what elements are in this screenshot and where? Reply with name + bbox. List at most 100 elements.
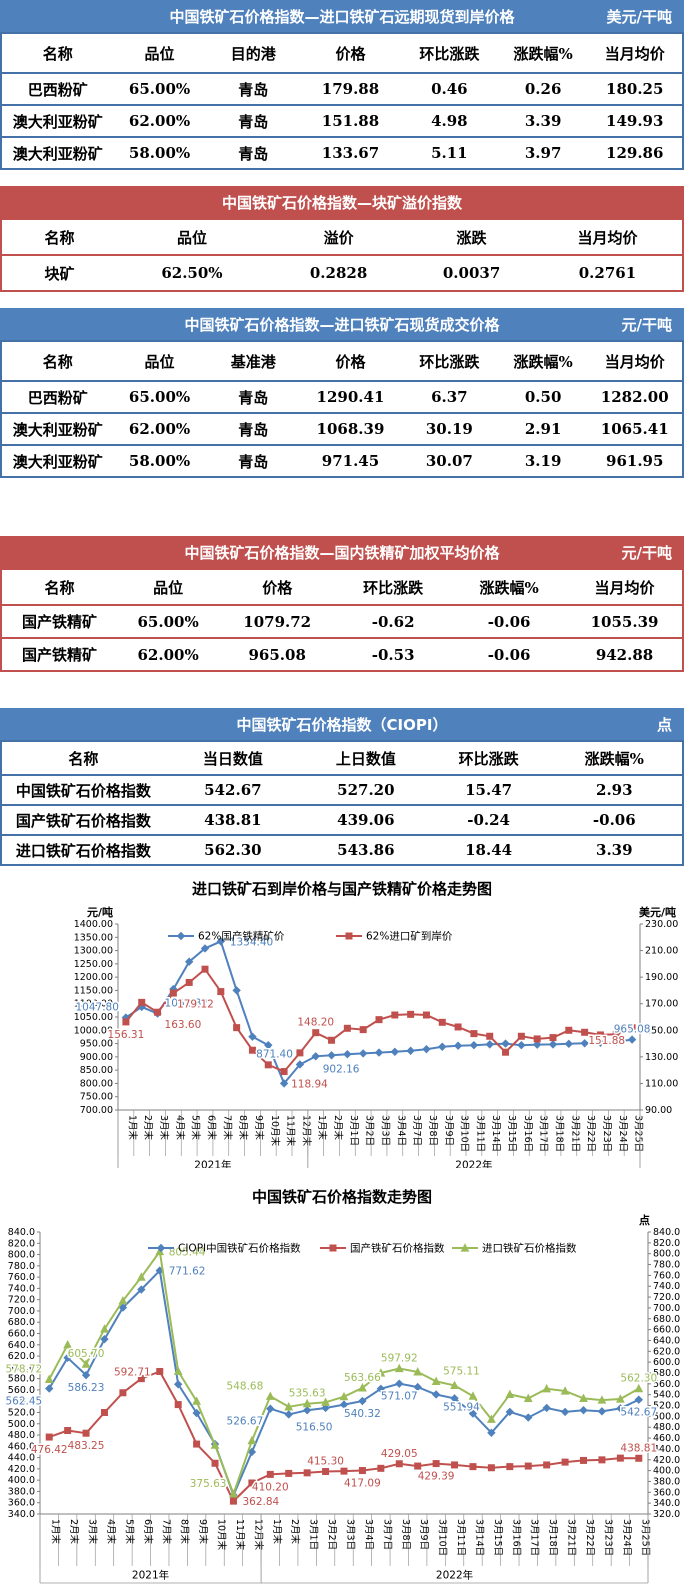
svg-text:9月末: 9月末	[253, 1115, 265, 1141]
table-row: 国产铁矿石价格指数 438.81 439.06 -0.24 -0.06	[1, 805, 683, 835]
svg-text:11月末: 11月末	[234, 1519, 246, 1551]
svg-text:3月24日: 3月24日	[621, 1519, 632, 1556]
table-cell: 149.93	[606, 112, 664, 130]
svg-text:640.0: 640.0	[8, 1340, 35, 1351]
svg-text:3月1日: 3月1日	[308, 1519, 319, 1550]
svg-text:2021年: 2021年	[194, 1159, 231, 1169]
svg-text:950.00: 950.00	[80, 1039, 113, 1050]
svg-text:12月末: 12月末	[252, 1519, 264, 1551]
svg-text:542.67: 542.67	[620, 1407, 657, 1419]
table-row: 澳大利亚粉矿 62.00% 青岛 1068.39 30.19 2.91 1065.41	[1, 413, 683, 445]
svg-text:600.0: 600.0	[653, 1357, 680, 1368]
header-cell: 价格	[335, 44, 366, 63]
svg-text:720.0: 720.0	[653, 1292, 680, 1303]
table-cell: 3.19	[524, 452, 562, 470]
table-cell: 62.00%	[128, 112, 191, 130]
table-section-3: 中国铁矿石价格指数—进口铁矿石现货成交价格 元/干吨 名称 品位 基准港 价格 环比涨跌 涨跌…	[0, 308, 684, 478]
svg-text:3月8日: 3月8日	[427, 1115, 438, 1146]
header-cell: 涨跌幅%	[513, 44, 573, 63]
svg-text:740.0: 740.0	[653, 1281, 680, 1292]
svg-text:1062.82: 1062.82	[165, 998, 208, 1010]
table-row: 澳大利亚粉矿 62.00% 青岛 151.88 4.98 3.39 149.93	[1, 105, 683, 137]
svg-text:4月末: 4月末	[105, 1519, 117, 1545]
table-cell: 0.50	[524, 388, 562, 406]
table-cell: 巴西粉矿	[27, 388, 88, 407]
svg-text:548.68: 548.68	[227, 1380, 264, 1392]
svg-text:480.0: 480.0	[653, 1422, 680, 1433]
svg-text:540.0: 540.0	[653, 1390, 680, 1401]
table-title: 中国铁矿石价格指数—进口铁矿石远期现货到岸价格 美元/干吨	[0, 0, 684, 32]
svg-text:元/吨: 元/吨	[87, 905, 113, 919]
svg-text:6月末: 6月末	[206, 1115, 218, 1141]
svg-text:进口铁矿石价格指数: 进口铁矿石价格指数	[482, 1242, 577, 1255]
svg-text:130.00: 130.00	[645, 1052, 678, 1063]
header-cell: 当月均价	[604, 44, 665, 63]
table-section-1: 中国铁矿石价格指数—进口铁矿石远期现货到岸价格 美元/干吨 名称 品位 目的港 价格 环比涨…	[0, 0, 684, 170]
svg-text:580.0: 580.0	[8, 1374, 35, 1385]
svg-text:620.0: 620.0	[8, 1351, 35, 1362]
import-ore-forward-cfr-price-table: 中国铁矿石价格指数—进口铁矿石远期现货到岸价格 美元/干吨 名称 品位 目的港 价格 环比涨…	[0, 0, 684, 170]
svg-text:230.00: 230.00	[645, 919, 678, 930]
svg-text:535.63: 535.63	[289, 1388, 326, 1400]
svg-text:3月7日: 3月7日	[411, 1115, 422, 1146]
header-cell: 环比涨跌	[419, 44, 480, 63]
svg-text:1月末: 1月末	[50, 1519, 62, 1545]
table-cell: 971.45	[321, 452, 380, 470]
svg-text:5月末: 5月末	[190, 1115, 202, 1141]
svg-text:3月25日: 3月25日	[639, 1519, 650, 1556]
table-cell: 1290.41	[316, 388, 385, 406]
svg-text:840.0: 840.0	[8, 1227, 35, 1238]
table-cell: 65.00%	[128, 80, 191, 98]
table-cell: 2.93	[596, 781, 633, 799]
svg-text:1050.00: 1050.00	[74, 1012, 113, 1023]
svg-text:3月25日: 3月25日	[633, 1115, 644, 1152]
svg-text:3月17日: 3月17日	[538, 1115, 549, 1152]
svg-text:3月8日: 3月8日	[400, 1519, 411, 1550]
svg-text:420.0: 420.0	[653, 1455, 680, 1466]
svg-text:578.72: 578.72	[5, 1363, 42, 1375]
table-cell: 133.67	[321, 144, 380, 162]
table-cell: 1065.41	[600, 420, 669, 438]
svg-text:476.42: 476.42	[31, 1444, 68, 1456]
table-unit-label: 元/干吨	[621, 315, 672, 334]
svg-text:190.00: 190.00	[645, 972, 678, 983]
svg-text:3月18日: 3月18日	[554, 1115, 565, 1152]
table-title: 中国铁矿石价格指数—进口铁矿石现货成交价格 元/干吨	[0, 308, 684, 340]
table-cell: 5.11	[431, 144, 468, 162]
svg-text:3月4日: 3月4日	[363, 1519, 374, 1550]
svg-text:7月末: 7月末	[160, 1519, 172, 1545]
table-cell: 澳大利亚粉矿	[12, 452, 103, 471]
header-cell: 涨跌幅%	[513, 352, 573, 371]
svg-text:1月末: 1月末	[126, 1115, 138, 1141]
header-cell: 品位	[176, 228, 207, 247]
svg-text:进口铁矿石到岸价格与国产铁精矿价格走势图: 进口铁矿石到岸价格与国产铁精矿价格走势图	[192, 880, 492, 898]
svg-text:320.0: 320.0	[653, 1509, 680, 1520]
svg-text:600.0: 600.0	[8, 1362, 35, 1373]
table-cell: 965.08	[248, 645, 306, 664]
table-cell: 青岛	[238, 420, 269, 439]
svg-text:2022年: 2022年	[455, 1159, 492, 1169]
svg-text:3月14日: 3月14日	[490, 1115, 501, 1152]
table-cell: 进口铁矿石价格指数	[15, 841, 151, 860]
table-cell: 澳大利亚粉矿	[12, 144, 103, 163]
svg-text:520.0: 520.0	[653, 1401, 680, 1412]
svg-text:871.40: 871.40	[256, 1048, 293, 1060]
table-row: 国产铁精矿 65.00% 1079.72 -0.62 -0.06 1055.39	[1, 605, 683, 638]
table-row: 巴西粉矿 65.00% 青岛 1290.41 6.37 0.50 1282.00	[1, 381, 683, 413]
svg-text:540.0: 540.0	[8, 1396, 35, 1407]
table-header-row: 名称 当日数值 上日数值 环比涨跌 涨跌幅%	[1, 741, 683, 775]
header-cell: 当月均价	[604, 352, 665, 371]
table-cell: -0.53	[371, 645, 415, 664]
svg-text:500.0: 500.0	[653, 1411, 680, 1422]
table-header-row: 名称 品位 溢价 涨跌 当月均价	[1, 219, 683, 255]
header-cell: 价格	[262, 578, 293, 597]
table-cell: 6.37	[431, 388, 468, 406]
header-cell: 溢价	[323, 228, 354, 247]
header-cell: 涨跌幅%	[479, 578, 539, 597]
svg-text:1350.00: 1350.00	[74, 932, 113, 943]
svg-text:420.0: 420.0	[8, 1464, 35, 1475]
table-row: 澳大利亚粉矿 58.00% 青岛 133.67 5.11 3.97 129.86	[1, 137, 683, 169]
svg-text:440.0: 440.0	[8, 1453, 35, 1464]
table-cell: 58.00%	[128, 452, 191, 470]
table-cell: 0.26	[524, 80, 562, 98]
